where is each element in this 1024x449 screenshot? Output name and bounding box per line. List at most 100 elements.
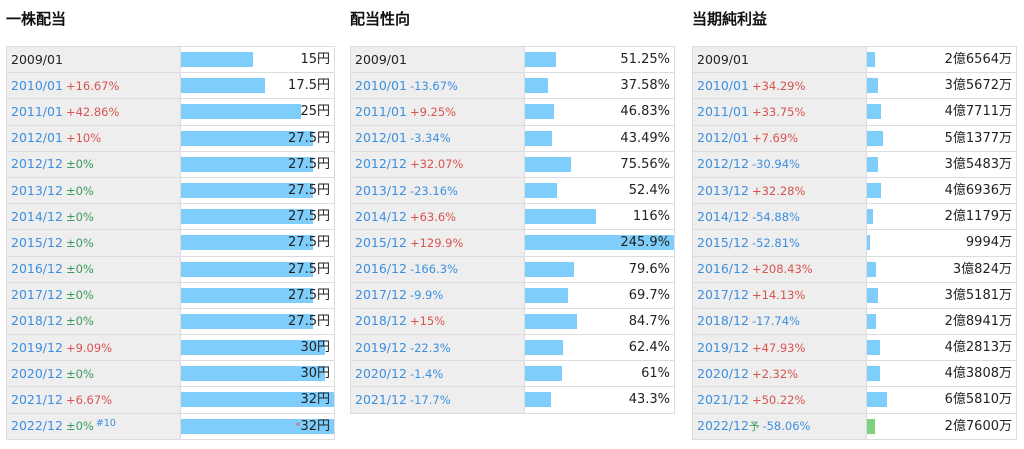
table-row: 2013/12 ±0% 27.5円	[6, 176, 335, 205]
table-row: 2017/12 -9.9% 69.7%	[350, 281, 675, 309]
table-row: 2012/01 +7.69% 5億1377万	[692, 124, 1017, 152]
period-cell: 2022/12予 -58.06%	[692, 412, 867, 440]
value-label: 2億6564万	[945, 48, 1012, 72]
value-text: 43.49%	[620, 130, 670, 146]
bar-cell: 3億5483万	[866, 150, 1017, 178]
period-cell: 2018/12 ±0%	[6, 307, 181, 336]
period-cell: 2019/12 -22.3%	[350, 334, 525, 362]
value-bar	[867, 340, 880, 356]
value-text: 27.5円	[288, 156, 330, 172]
value-label: 3億5181万	[945, 283, 1012, 307]
period-cell: 2013/12 -23.16%	[350, 176, 525, 205]
period-cell: 2011/01 +9.25%	[350, 98, 525, 126]
value-bar	[867, 287, 878, 303]
table-row: 2009/01 15円	[6, 45, 335, 74]
table-row: 2014/12 -54.88% 2億1179万	[692, 203, 1017, 231]
value-bar	[867, 104, 881, 120]
value-text: 5億1377万	[944, 130, 1012, 146]
table-row: 2015/12 +129.9% 245.9%	[350, 229, 675, 257]
bar-cell: 43.3%	[524, 386, 675, 414]
bar-cell: 84.7%	[524, 307, 675, 336]
period-label: 2013/12	[355, 182, 407, 198]
value-bar	[525, 182, 557, 198]
period-cell: 2017/12 +14.13%	[692, 281, 867, 309]
bar-cell: 27.5円	[180, 281, 335, 309]
period-cell: 2018/12 -17.74%	[692, 307, 867, 336]
value-text: 6億5810万	[944, 392, 1012, 408]
change-percent: -1.4%	[409, 366, 444, 381]
value-text: 3億5483万	[944, 156, 1012, 172]
table-row: 2011/01 +42.86% 25円	[6, 98, 335, 126]
bar-cell: 61%	[524, 360, 675, 388]
period-cell: 2010/01 +16.67%	[6, 72, 181, 100]
change-percent: +2.32%	[751, 366, 799, 381]
bar-cell: 51.25%	[524, 45, 675, 74]
value-text: 4億6936万	[944, 182, 1012, 198]
bar-cell: 27.5円	[180, 229, 335, 257]
table-row: 2019/12 -22.3% 62.4%	[350, 334, 675, 362]
period-cell: 2016/12 +208.43%	[692, 255, 867, 283]
value-label: 4億6936万	[944, 178, 1012, 202]
value-bar	[867, 261, 876, 277]
period-label: 2018/12	[355, 313, 407, 329]
change-percent: +16.67%	[65, 78, 120, 93]
table-row: 2010/01 +16.67% 17.5円	[6, 72, 335, 100]
period-label: 2019/12	[355, 339, 407, 355]
bar-cell: 2億6564万	[866, 45, 1017, 74]
period-label: 2013/12	[697, 182, 749, 198]
bar-cell: 17.5円	[180, 72, 335, 100]
period-label: 2021/12	[11, 392, 63, 408]
value-bar	[181, 366, 325, 382]
period-cell: 2016/12 ±0%	[6, 255, 181, 283]
value-label: 5億1377万	[944, 126, 1012, 150]
table-row: 2018/12 +15% 84.7%	[350, 307, 675, 336]
period-label: 2019/12	[11, 339, 63, 355]
period-cell: 2012/01 -3.34%	[350, 124, 525, 152]
change-percent: +10%	[65, 131, 102, 146]
period-cell: 2009/01	[350, 45, 525, 74]
period-label: 2012/12	[697, 156, 749, 172]
bar-cell: 37.58%	[524, 72, 675, 100]
value-bar	[181, 235, 313, 251]
value-label: 32円	[300, 388, 330, 412]
change-percent: +63.6%	[409, 209, 457, 224]
period-cell: 2009/01	[6, 45, 181, 74]
value-bar	[181, 130, 313, 146]
value-label: 46.83%	[620, 100, 670, 124]
change-percent: -166.3%	[409, 262, 458, 277]
period-label: 2018/12	[11, 313, 63, 329]
bar-cell: 2億8941万	[866, 307, 1017, 336]
table-row: 2021/12 +50.22% 6億5810万	[692, 386, 1017, 414]
value-bar	[525, 156, 571, 172]
period-cell: 2012/01 +10%	[6, 124, 181, 152]
value-text: 116%	[632, 209, 670, 225]
change-percent: ±0%	[65, 157, 94, 172]
bar-cell: 4億7711万	[866, 98, 1017, 126]
table-row: 2019/12 +9.09% 30円	[6, 334, 335, 362]
table-row: 2012/01 -3.34% 43.49%	[350, 124, 675, 152]
value-text: 69.7%	[628, 287, 670, 303]
value-bar	[181, 340, 325, 356]
bar-cell: 3億5181万	[866, 281, 1017, 309]
period-label: 2020/12	[697, 365, 749, 381]
table-row: 2017/12 +14.13% 3億5181万	[692, 281, 1017, 309]
table-row: 2010/01 +34.29% 3億5672万	[692, 72, 1017, 100]
value-text: 3億824万	[952, 261, 1012, 277]
period-cell: 2015/12 -52.81%	[692, 229, 867, 257]
change-percent: +15%	[409, 314, 446, 329]
value-bar	[867, 235, 870, 251]
change-percent: ±0%	[65, 262, 94, 277]
note-marker[interactable]: #10	[95, 418, 116, 430]
data-table: 2009/01 15円 2010/01 +16.67% 17.5円 2011/01 +42.…	[6, 45, 335, 440]
period-label: 2020/12	[11, 365, 63, 381]
value-text: 25円	[300, 104, 330, 120]
period-cell: 2020/12 +2.32%	[692, 360, 867, 388]
change-percent: ±0%	[65, 419, 94, 434]
table-row: 2012/01 +10% 27.5円	[6, 124, 335, 152]
value-bar	[181, 182, 313, 198]
period-label: 2017/12	[697, 287, 749, 303]
period-label: 2010/01	[11, 77, 63, 93]
bar-cell: 75.56%	[524, 150, 675, 178]
table-row: 2011/01 +33.75% 4億7711万	[692, 98, 1017, 126]
table-row: 2009/01 51.25%	[350, 45, 675, 74]
